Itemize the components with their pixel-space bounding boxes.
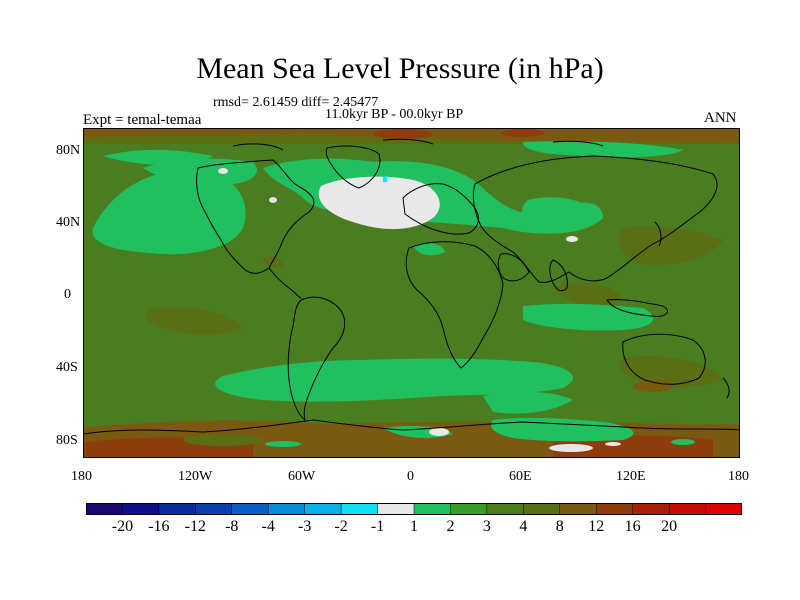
- field-pacific-brown: [145, 307, 243, 335]
- lat-label-80s: 80S: [56, 433, 78, 448]
- season-label: ANN: [704, 110, 737, 126]
- field-antarctic-green3: [671, 439, 695, 445]
- coast-australia: [622, 333, 706, 385]
- colorbar-swatch: [705, 503, 742, 515]
- coast-arabia: [497, 253, 530, 282]
- coast-south-america: [287, 296, 346, 422]
- colorbar-swatch: [413, 503, 452, 515]
- experiment-label: Expt = temal-temaa: [83, 112, 202, 128]
- lon-label-120w: 120W: [178, 469, 213, 484]
- field-arctic-red: [373, 129, 433, 139]
- colorbar-label: 8: [555, 518, 564, 535]
- colorbar-label: 16: [624, 518, 641, 535]
- colorbar-swatch: [231, 503, 269, 515]
- colorbar-label: -8: [225, 518, 239, 535]
- field-antarctic-white3: [605, 442, 621, 446]
- colorbar-label: -12: [184, 518, 206, 535]
- lat-label-0: 0: [64, 287, 71, 302]
- coast-central-america: [268, 267, 302, 299]
- lon-label-60e: 60E: [509, 469, 532, 484]
- coast-indonesia: [606, 299, 668, 317]
- field-antarctic-green2: [265, 441, 301, 447]
- coast-japan: [654, 221, 662, 247]
- map-border: [83, 128, 740, 458]
- colorbar-swatch: [122, 503, 160, 515]
- field-so-green2: [483, 391, 573, 414]
- field-sahara-brown: [553, 283, 623, 306]
- coast-africa: [405, 241, 504, 369]
- colorbar-swatch: [450, 503, 488, 515]
- field-ross-brown: [183, 434, 263, 446]
- colorbar-swatch: [86, 503, 124, 515]
- colorbar-swatch: [595, 503, 634, 515]
- colorbar-label: 1: [410, 518, 418, 535]
- coastlines: [83, 138, 740, 435]
- lon-label-180e: 180: [728, 469, 749, 484]
- colorbar-label: -16: [148, 518, 170, 535]
- colorbar-swatch: [632, 503, 670, 515]
- colorbar-label: 20: [661, 518, 678, 535]
- stats-label: rmsd= 2.61459 diff= 2.45477: [213, 95, 379, 110]
- colorbar-swatch: [304, 503, 342, 515]
- coast-antarctica: [83, 419, 740, 435]
- plot-subtitle: 11.0kyr BP - 00.0kyr BP: [325, 107, 464, 122]
- field-arctic-green: [103, 149, 213, 165]
- coast-arctic-islands: [232, 138, 604, 151]
- field-asia-green: [523, 141, 683, 158]
- colorbar-label: -20: [111, 518, 134, 535]
- colorbar-swatch: [267, 503, 306, 515]
- coast-north-america: [196, 159, 315, 274]
- coast-asia: [472, 155, 718, 283]
- lat-label-40n: 40N: [56, 215, 81, 230]
- coast-india: [549, 259, 568, 292]
- colorbar-swatch: [523, 503, 561, 515]
- lon-label-60w: 60W: [288, 469, 316, 484]
- field-arctic-red2: [501, 129, 545, 137]
- colorbar-swatch: [340, 503, 379, 515]
- lon-label-120e: 120E: [616, 469, 646, 484]
- colorbar-label: -4: [261, 518, 275, 535]
- field-aus-brown: [633, 380, 673, 392]
- colorbar-swatch: [486, 503, 525, 515]
- coast-new-zealand: [722, 377, 730, 399]
- colorbar-swatch: [377, 503, 415, 515]
- field-npac-green: [92, 169, 246, 255]
- colorbar-swatch: [559, 503, 597, 515]
- plot-title: Mean Sea Level Pressure (in hPa): [196, 52, 604, 85]
- field-greenland-white: [218, 168, 228, 174]
- colorbar-swatch: [668, 503, 707, 515]
- colorbar-label: 2: [446, 518, 455, 535]
- colorbar-label: -1: [370, 518, 385, 535]
- field-hudson-white: [269, 197, 277, 203]
- field-asia-white: [566, 236, 578, 242]
- field-natl-near-zero: [318, 176, 440, 230]
- colorbar-swatch: [158, 503, 197, 515]
- field-antarctic-white2: [549, 444, 593, 452]
- field-ca-green: [413, 243, 445, 256]
- field-npac-green2: [143, 158, 257, 185]
- field-indian-green: [523, 303, 654, 331]
- field-antarctic-green: [491, 417, 634, 442]
- coast-greenland: [325, 145, 381, 189]
- colorbar-label: 4: [519, 518, 528, 535]
- field-cyan-spot: [383, 176, 387, 182]
- field-so-green: [215, 358, 573, 402]
- field-antarctic-white1: [429, 428, 449, 436]
- coast-europe: [402, 183, 479, 235]
- colorbar-swatch: [195, 503, 233, 515]
- field-asia-green2: [521, 197, 593, 234]
- colorbar-label: -3: [297, 518, 312, 535]
- colorbar-label: -2: [334, 518, 348, 535]
- colorbar-label: 3: [482, 518, 491, 535]
- lon-label-180w: 180: [71, 469, 92, 484]
- lat-label-40s: 40S: [56, 360, 78, 375]
- colorbar-border: [86, 503, 742, 515]
- field-pacific-brown2: [263, 256, 283, 268]
- colorbar-label: 12: [588, 518, 605, 535]
- lon-label-0: 0: [407, 469, 414, 484]
- field-asia-brown: [619, 226, 723, 265]
- lat-label-80n: 80N: [56, 143, 81, 158]
- colorbar: [86, 503, 742, 515]
- pressure-anomaly-map: [83, 128, 740, 458]
